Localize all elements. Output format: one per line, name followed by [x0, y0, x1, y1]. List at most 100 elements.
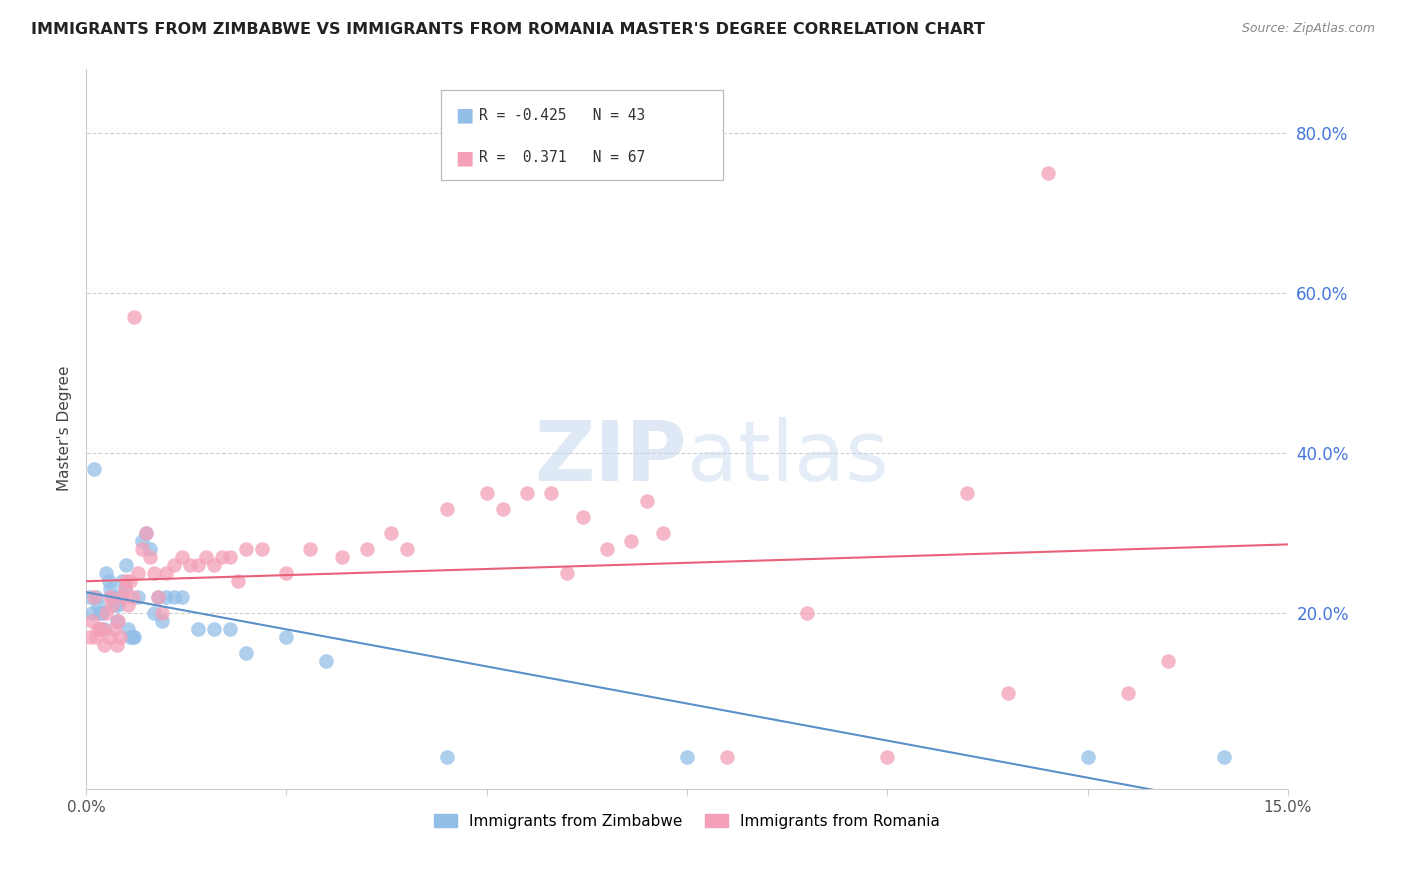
Point: [83, 590, 105, 604]
Point: [84, 630, 107, 644]
Point: [79, 590, 101, 604]
Point: [103, 598, 125, 612]
Point: [572, 509, 595, 524]
Point: [93, 638, 115, 652]
Text: ■: ■: [456, 148, 474, 167]
Legend: Immigrants from Zimbabwe, Immigrants from Romania: Immigrants from Zimbabwe, Immigrants fro…: [427, 807, 946, 835]
Point: [121, 630, 143, 644]
Point: [115, 574, 138, 588]
Point: [82, 606, 104, 620]
Point: [87, 622, 110, 636]
Point: [131, 541, 153, 556]
Point: [98, 590, 121, 604]
Point: [796, 606, 818, 620]
Point: [135, 525, 157, 540]
Point: [131, 533, 153, 548]
Point: [195, 549, 218, 564]
Point: [87, 598, 110, 612]
Point: [395, 541, 418, 556]
Point: [202, 622, 225, 636]
Point: [716, 749, 738, 764]
Point: [91, 622, 114, 636]
Point: [135, 525, 157, 540]
Point: [163, 590, 186, 604]
Point: [150, 614, 173, 628]
Point: [172, 549, 194, 564]
Point: [114, 582, 136, 596]
Point: [1077, 749, 1099, 764]
Point: [105, 614, 128, 628]
Point: [105, 638, 128, 652]
Point: [172, 590, 194, 604]
Point: [127, 590, 149, 604]
Point: [108, 590, 131, 604]
Point: [120, 574, 142, 588]
Point: [540, 485, 562, 500]
Point: [636, 493, 658, 508]
Point: [82, 614, 104, 628]
Point: [436, 501, 458, 516]
Point: [876, 749, 898, 764]
Point: [79, 630, 101, 644]
Point: [276, 566, 298, 580]
Point: [122, 630, 145, 644]
Point: [332, 549, 354, 564]
Point: [97, 630, 120, 644]
Point: [235, 541, 257, 556]
Text: R = -0.425   N = 43: R = -0.425 N = 43: [479, 108, 645, 123]
Point: [84, 590, 107, 604]
Text: ■: ■: [456, 106, 474, 125]
Point: [139, 541, 162, 556]
Point: [676, 749, 699, 764]
Point: [107, 614, 129, 628]
Point: [1212, 749, 1234, 764]
Point: [120, 630, 142, 644]
Point: [98, 582, 121, 596]
Point: [179, 558, 201, 572]
Point: [211, 549, 233, 564]
Point: [83, 461, 105, 475]
Point: [94, 606, 117, 620]
Point: [475, 485, 498, 500]
Point: [492, 501, 515, 516]
Point: [1036, 165, 1059, 179]
Point: [139, 549, 162, 564]
Point: [143, 566, 166, 580]
Point: [89, 622, 111, 636]
Point: [143, 606, 166, 620]
Point: [163, 558, 186, 572]
Point: [111, 590, 134, 604]
Text: atlas: atlas: [688, 417, 889, 498]
Text: ZIP: ZIP: [534, 417, 688, 498]
Point: [89, 606, 111, 620]
Point: [91, 606, 114, 620]
Point: [276, 630, 298, 644]
Point: [117, 598, 139, 612]
Point: [956, 485, 979, 500]
Point: [187, 558, 209, 572]
Text: IMMIGRANTS FROM ZIMBABWE VS IMMIGRANTS FROM ROMANIA MASTER'S DEGREE CORRELATION : IMMIGRANTS FROM ZIMBABWE VS IMMIGRANTS F…: [31, 22, 984, 37]
Point: [121, 590, 143, 604]
Point: [356, 541, 378, 556]
Point: [380, 525, 402, 540]
Point: [219, 622, 242, 636]
Point: [108, 630, 131, 644]
Point: [93, 622, 115, 636]
Point: [652, 525, 675, 540]
Point: [150, 606, 173, 620]
Point: [111, 574, 134, 588]
Point: [155, 566, 177, 580]
Point: [997, 685, 1019, 699]
FancyBboxPatch shape: [440, 90, 723, 180]
Point: [114, 582, 136, 596]
Point: [127, 566, 149, 580]
Point: [252, 541, 274, 556]
Point: [299, 541, 322, 556]
Point: [1116, 685, 1139, 699]
Point: [436, 749, 458, 764]
Point: [148, 590, 170, 604]
Point: [596, 541, 619, 556]
Point: [148, 590, 170, 604]
Point: [122, 310, 145, 324]
Point: [315, 653, 337, 667]
